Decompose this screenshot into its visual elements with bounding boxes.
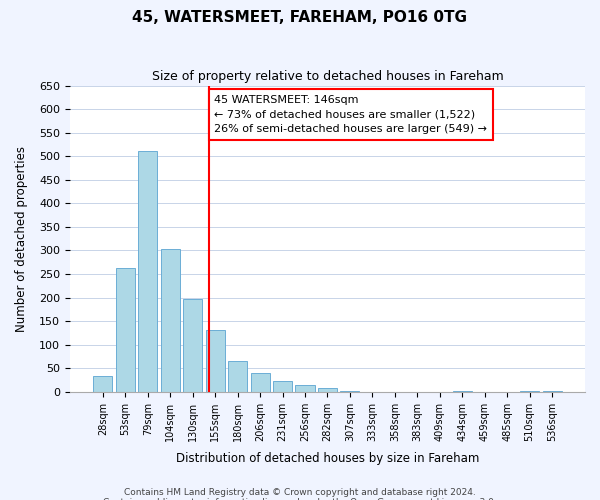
Title: Size of property relative to detached houses in Fareham: Size of property relative to detached ho… bbox=[152, 70, 503, 83]
Text: Contains HM Land Registry data © Crown copyright and database right 2024.: Contains HM Land Registry data © Crown c… bbox=[124, 488, 476, 497]
Text: 45 WATERSMEET: 146sqm
← 73% of detached houses are smaller (1,522)
26% of semi-d: 45 WATERSMEET: 146sqm ← 73% of detached … bbox=[214, 94, 487, 134]
Bar bbox=[183, 299, 202, 392]
Bar bbox=[295, 385, 314, 392]
Bar bbox=[161, 249, 180, 392]
Text: Contains public sector information licensed under the Open Government Licence v3: Contains public sector information licen… bbox=[103, 498, 497, 500]
Y-axis label: Number of detached properties: Number of detached properties bbox=[15, 146, 28, 332]
Bar bbox=[206, 330, 225, 392]
Bar bbox=[251, 374, 269, 392]
Bar bbox=[318, 388, 337, 392]
Bar bbox=[273, 381, 292, 392]
Bar bbox=[520, 391, 539, 392]
Bar bbox=[94, 376, 112, 392]
Bar bbox=[116, 268, 135, 392]
Bar bbox=[542, 391, 562, 392]
X-axis label: Distribution of detached houses by size in Fareham: Distribution of detached houses by size … bbox=[176, 452, 479, 465]
Bar bbox=[228, 361, 247, 392]
Text: 45, WATERSMEET, FAREHAM, PO16 0TG: 45, WATERSMEET, FAREHAM, PO16 0TG bbox=[133, 10, 467, 25]
Bar bbox=[138, 151, 157, 392]
Bar bbox=[452, 391, 472, 392]
